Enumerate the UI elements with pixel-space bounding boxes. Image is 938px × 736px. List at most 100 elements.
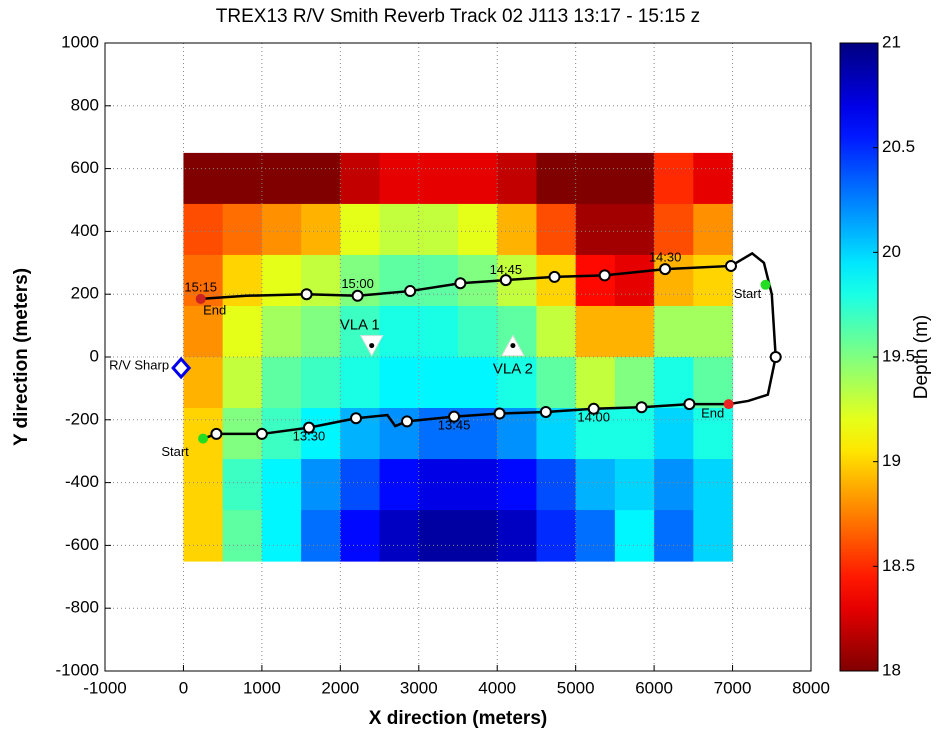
heatmap-cell xyxy=(261,510,302,562)
track-marker xyxy=(598,269,611,282)
y-tick-label: -800 xyxy=(65,598,99,617)
heatmap-cell xyxy=(222,203,263,256)
track-marker xyxy=(302,421,315,434)
heatmap-cell xyxy=(614,305,655,358)
vla-dot xyxy=(369,343,375,349)
heatmap-cell xyxy=(301,305,341,358)
heatmap-cell xyxy=(301,510,341,562)
track-marker xyxy=(587,402,600,415)
time-label: 14:00 xyxy=(577,410,610,425)
y-axis-label: Y direction (meters) xyxy=(11,268,32,446)
track-marker xyxy=(635,401,648,414)
heatmap-cell xyxy=(654,408,694,460)
heatmap-cell xyxy=(654,459,694,511)
colorbar-tick-label: 21 xyxy=(882,32,901,51)
time-label: 15:00 xyxy=(341,276,374,291)
track-marker xyxy=(724,259,737,272)
heatmap-cell xyxy=(536,305,577,358)
colorbar-tick-label: 19.5 xyxy=(882,346,915,365)
heatmap-cell xyxy=(183,459,224,511)
heatmap-cell xyxy=(183,152,224,205)
y-tick-label: 0 xyxy=(90,346,99,365)
heatmap-cell xyxy=(379,152,420,205)
colorbar-tick-label: 18.5 xyxy=(882,556,915,575)
track-marker xyxy=(448,410,461,423)
track-marker xyxy=(548,270,561,283)
x-tick-label: -1000 xyxy=(83,678,126,697)
heatmap-cell xyxy=(183,510,224,562)
heatmap-cell xyxy=(614,254,655,307)
heatmap-cell xyxy=(418,357,459,409)
heatmap-cell xyxy=(301,357,341,409)
heatmap-cell xyxy=(458,510,498,562)
colorbar xyxy=(839,42,879,672)
heatmap-cell xyxy=(536,357,577,409)
track-marker xyxy=(351,289,364,302)
track-marker xyxy=(454,277,467,290)
endpoint-label: Start xyxy=(734,286,762,301)
track-marker xyxy=(499,274,512,287)
heatmap-cell xyxy=(261,152,302,205)
colorbar-tick-label: 20 xyxy=(882,242,901,261)
heatmap-cell xyxy=(301,203,341,256)
heatmap-cell xyxy=(458,459,498,511)
track-marker xyxy=(210,427,223,440)
heatmap-cell xyxy=(261,254,302,307)
heatmap-cell xyxy=(301,459,341,511)
heatmap-cell xyxy=(654,254,694,307)
heatmap-cell xyxy=(497,203,537,256)
heatmap-cell xyxy=(379,510,420,562)
heatmap-cell xyxy=(222,254,263,307)
chart-title: TREX13 R/V Smith Reverb Track 02 J113 13… xyxy=(216,6,700,27)
track-marker xyxy=(404,285,417,298)
track-marker xyxy=(350,412,363,425)
heatmap-cell xyxy=(379,357,420,409)
heatmap-cell xyxy=(261,357,302,409)
heatmap-cell xyxy=(614,203,655,256)
heatmap-cell xyxy=(458,203,498,256)
ship-marker xyxy=(171,356,192,380)
heatmap-cell xyxy=(418,459,459,511)
x-tick-label: 5000 xyxy=(557,678,595,697)
heatmap-cell xyxy=(536,203,577,256)
heatmap-cell xyxy=(614,357,655,409)
track-marker xyxy=(683,398,696,411)
endpoint-marker xyxy=(195,293,206,304)
track-marker xyxy=(401,415,414,428)
heatmap-cell xyxy=(536,152,577,205)
vla-label: VLA 1 xyxy=(340,317,380,334)
track-marker xyxy=(255,427,268,440)
heatmap-cell xyxy=(693,203,734,256)
heatmap-cell xyxy=(301,152,341,205)
heatmap-cell xyxy=(536,459,577,511)
heatmap-cell xyxy=(379,254,420,307)
colorbar-label: Depth (m) xyxy=(911,315,932,399)
heatmap-cell xyxy=(222,357,263,409)
heatmap-cell xyxy=(301,408,341,460)
heatmap-cell xyxy=(261,203,302,256)
x-tick-label: 1000 xyxy=(243,678,281,697)
heatmap-cell xyxy=(418,152,459,205)
track-marker xyxy=(300,288,313,301)
heatmap-cell xyxy=(418,203,459,256)
colorbar-tick-label: 20.5 xyxy=(882,137,915,156)
heatmap-cell xyxy=(458,305,498,358)
heatmap-cell xyxy=(614,459,655,511)
heatmap-cell xyxy=(183,305,224,358)
heatmap-cell xyxy=(497,357,537,409)
heatmap-cell xyxy=(497,459,537,511)
endpoint-marker xyxy=(198,433,209,444)
heatmap-cell xyxy=(575,305,616,358)
heatmap-cell xyxy=(340,357,381,409)
heatmap-cell xyxy=(654,510,694,562)
time-label: 15:15 xyxy=(184,279,217,294)
time-label: 13:45 xyxy=(438,418,471,433)
colorbar-tick-label: 18 xyxy=(882,660,901,679)
heatmap-cell xyxy=(654,203,694,256)
colorbar-tick-label: 19 xyxy=(882,451,901,470)
plot-frame xyxy=(104,42,812,672)
heatmap-cell xyxy=(340,459,381,511)
x-tick-label: 3000 xyxy=(400,678,438,697)
heatmap-cell xyxy=(340,510,381,562)
